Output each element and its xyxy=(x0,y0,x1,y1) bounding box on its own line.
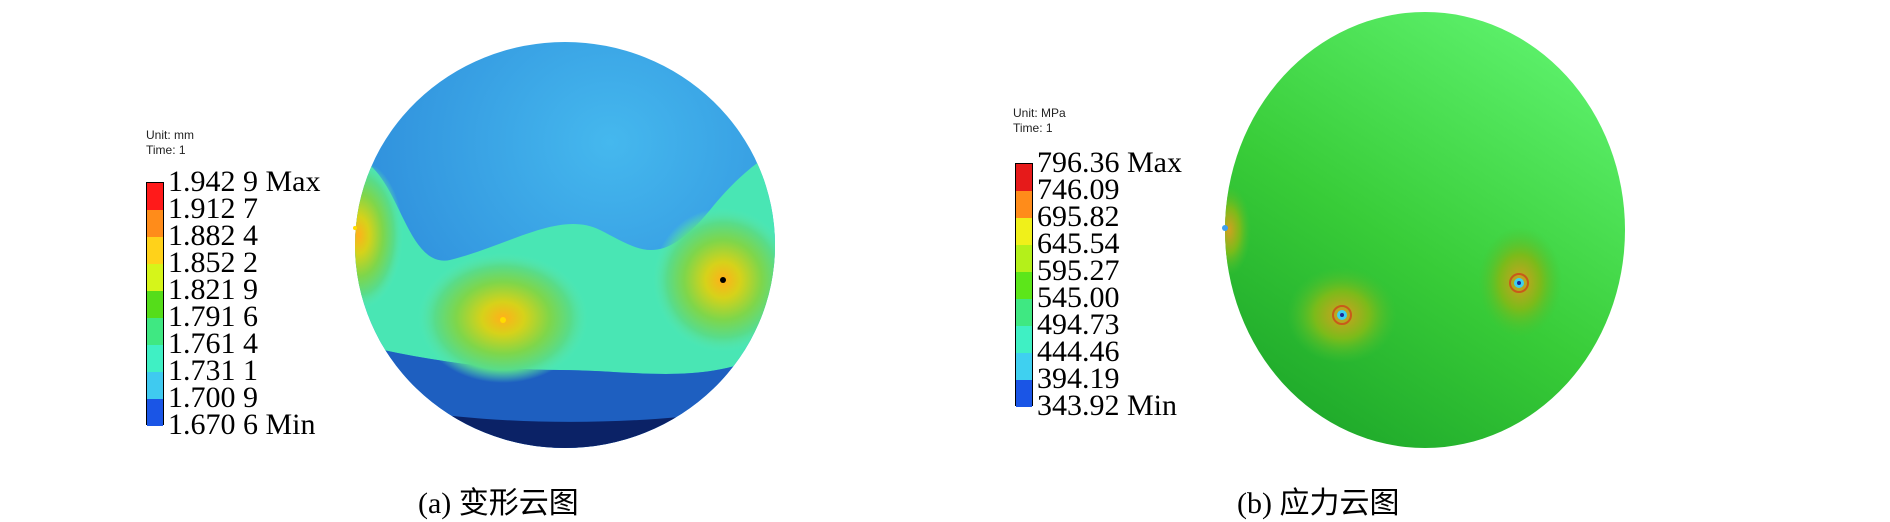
legend-level-label: 1.882 4 xyxy=(168,219,258,252)
legend-level-label: 1.670 6 Min xyxy=(168,408,316,441)
legend-level-label: 645.54 xyxy=(1037,227,1120,260)
caption-a: (a) 变形云图 xyxy=(418,487,579,520)
legend-level-label: 746.09 xyxy=(1037,173,1120,206)
legend-swatch xyxy=(1016,380,1032,407)
legend-swatch xyxy=(147,210,163,237)
legend-swatch xyxy=(1016,191,1032,218)
legend-swatch xyxy=(147,264,163,291)
unit-label-a: Unit: mm xyxy=(146,128,194,142)
legend-level-label: 595.27 xyxy=(1037,254,1120,287)
legend-swatch xyxy=(1016,299,1032,326)
time-label-a: Time: 1 xyxy=(146,143,186,157)
sphere-stress-plot xyxy=(1222,12,1625,448)
legend-level-label: 1.731 1 xyxy=(168,354,258,387)
legend-level-label: 444.46 xyxy=(1037,335,1120,368)
unit-label-b: Unit: MPa xyxy=(1013,106,1066,120)
legend-swatch xyxy=(147,291,163,318)
legend-swatch xyxy=(1016,353,1032,380)
legend-swatch xyxy=(147,399,163,426)
legend-swatch xyxy=(1016,272,1032,299)
legend-swatch xyxy=(147,372,163,399)
legend-level-label: 494.73 xyxy=(1037,308,1120,341)
legend-level-label: 796.36 Max xyxy=(1037,146,1182,179)
legend-level-label: 1.942 9 Max xyxy=(168,165,321,198)
legend-swatch xyxy=(147,318,163,345)
legend-swatch xyxy=(1016,326,1032,353)
legend-level-label: 343.92 Min xyxy=(1037,389,1178,422)
panel-stress: Unit: MPa Time: 1 796.36 Max 746.09 695.82… xyxy=(945,0,1890,522)
legend-colorbar-b xyxy=(1015,163,1033,407)
legend-level-label: 1.791 6 xyxy=(168,300,258,333)
legend-level-label: 1.761 4 xyxy=(168,327,258,360)
sphere-deformation-plot xyxy=(353,42,775,448)
legend-level-label: 1.821 9 xyxy=(168,273,258,306)
legend-level-label: 1.700 9 xyxy=(168,381,258,414)
legend-header-b: Unit: MPa Time: 1 xyxy=(1013,106,1066,136)
legend-header-a: Unit: mm Time: 1 xyxy=(146,128,194,158)
legend-colorbar-a xyxy=(146,182,164,426)
legend-level-label: 1.912 7 xyxy=(168,192,258,225)
legend-swatch xyxy=(1016,164,1032,191)
legend-level-label: 695.82 xyxy=(1037,200,1120,233)
panel-deformation: Unit: mm Time: 1 1.942 9 Max 1.912 7 1.882… xyxy=(146,42,775,520)
legend-level-label: 1.852 2 xyxy=(168,246,258,279)
time-label-b: Time: 1 xyxy=(1013,121,1053,135)
legend-swatch xyxy=(1016,218,1032,245)
legend-swatch xyxy=(147,345,163,372)
legend-swatch xyxy=(147,237,163,264)
legend-level-label: 394.19 xyxy=(1037,362,1120,395)
caption-b: (b) 应力云图 xyxy=(1237,487,1400,520)
legend-swatch xyxy=(1016,245,1032,272)
legend-swatch xyxy=(147,183,163,210)
legend-level-label: 545.00 xyxy=(1037,281,1120,314)
